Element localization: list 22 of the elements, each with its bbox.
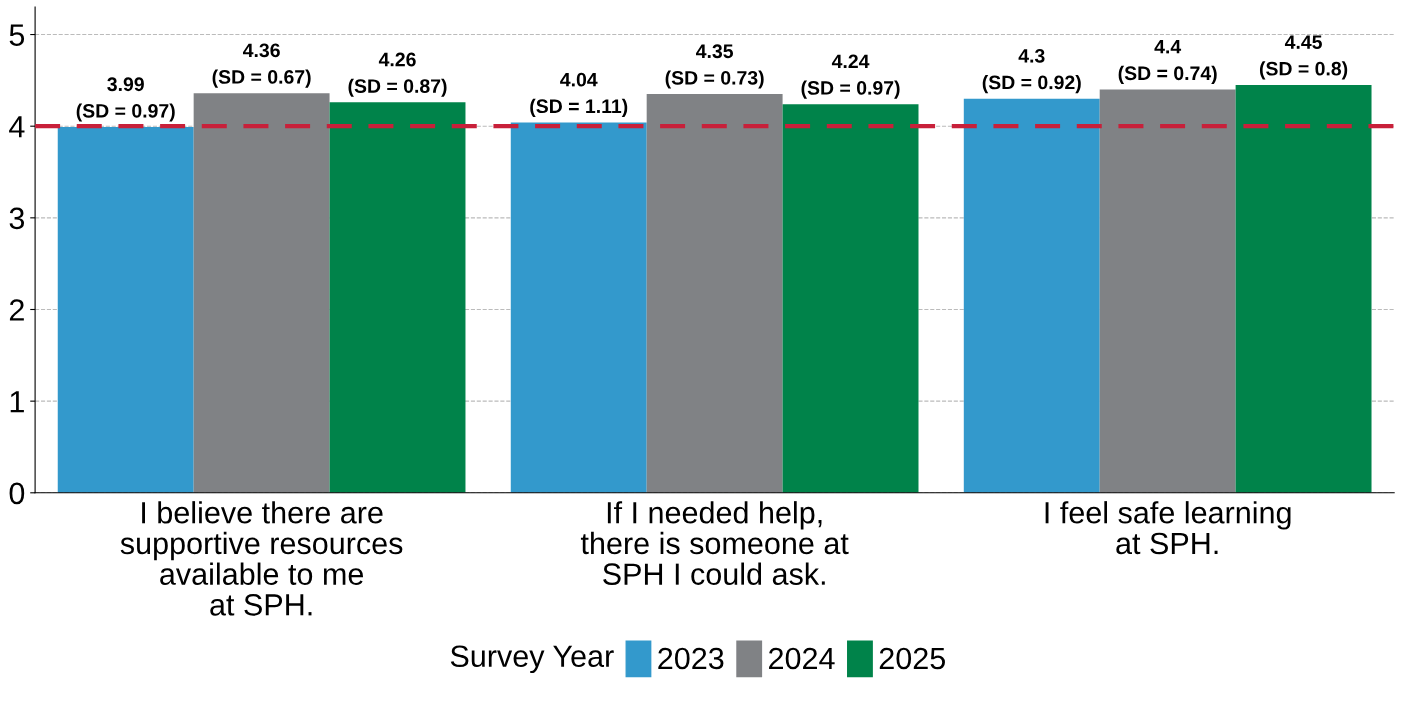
y-tick-label: 5 [9, 24, 25, 46]
x-tick-label: I believe there are supportive resources available to me at SPH. [120, 501, 403, 616]
data-label: 3.99 (SD = 0.97) [76, 77, 175, 122]
data-label: 4.36 (SD = 0.67) [212, 43, 311, 88]
data-label: 4.24 (SD = 0.97) [801, 54, 900, 99]
legend-label: 2023 [658, 647, 724, 670]
y-tick-label: 1 [10, 391, 24, 413]
legend-label: 2025 [879, 647, 945, 670]
data-label: 4.35 (SD = 0.73) [665, 44, 764, 89]
data-label: 4.26 (SD = 0.87) [348, 52, 447, 97]
data-label: 4.4 (SD = 0.74) [1118, 39, 1217, 84]
x-tick-label: I feel safe learning at SPH. [1045, 501, 1291, 555]
y-tick-label: 2 [9, 299, 24, 321]
y-tick-label: 0 [9, 482, 25, 505]
data-label: 4.3 (SD = 0.92) [982, 48, 1081, 94]
legend-title: Survey Year [450, 645, 614, 674]
y-tick-label: 3 [9, 207, 25, 230]
y-tick-label: 4 [9, 116, 25, 138]
data-label: 4.04 (SD = 1.11) [530, 72, 628, 117]
legend-label: 2024 [769, 647, 835, 670]
x-tick-label: If I needed help, there is someone at SPH I could ask. [580, 501, 849, 585]
data-label: 4.45 (SD = 0.8) [1259, 35, 1348, 80]
